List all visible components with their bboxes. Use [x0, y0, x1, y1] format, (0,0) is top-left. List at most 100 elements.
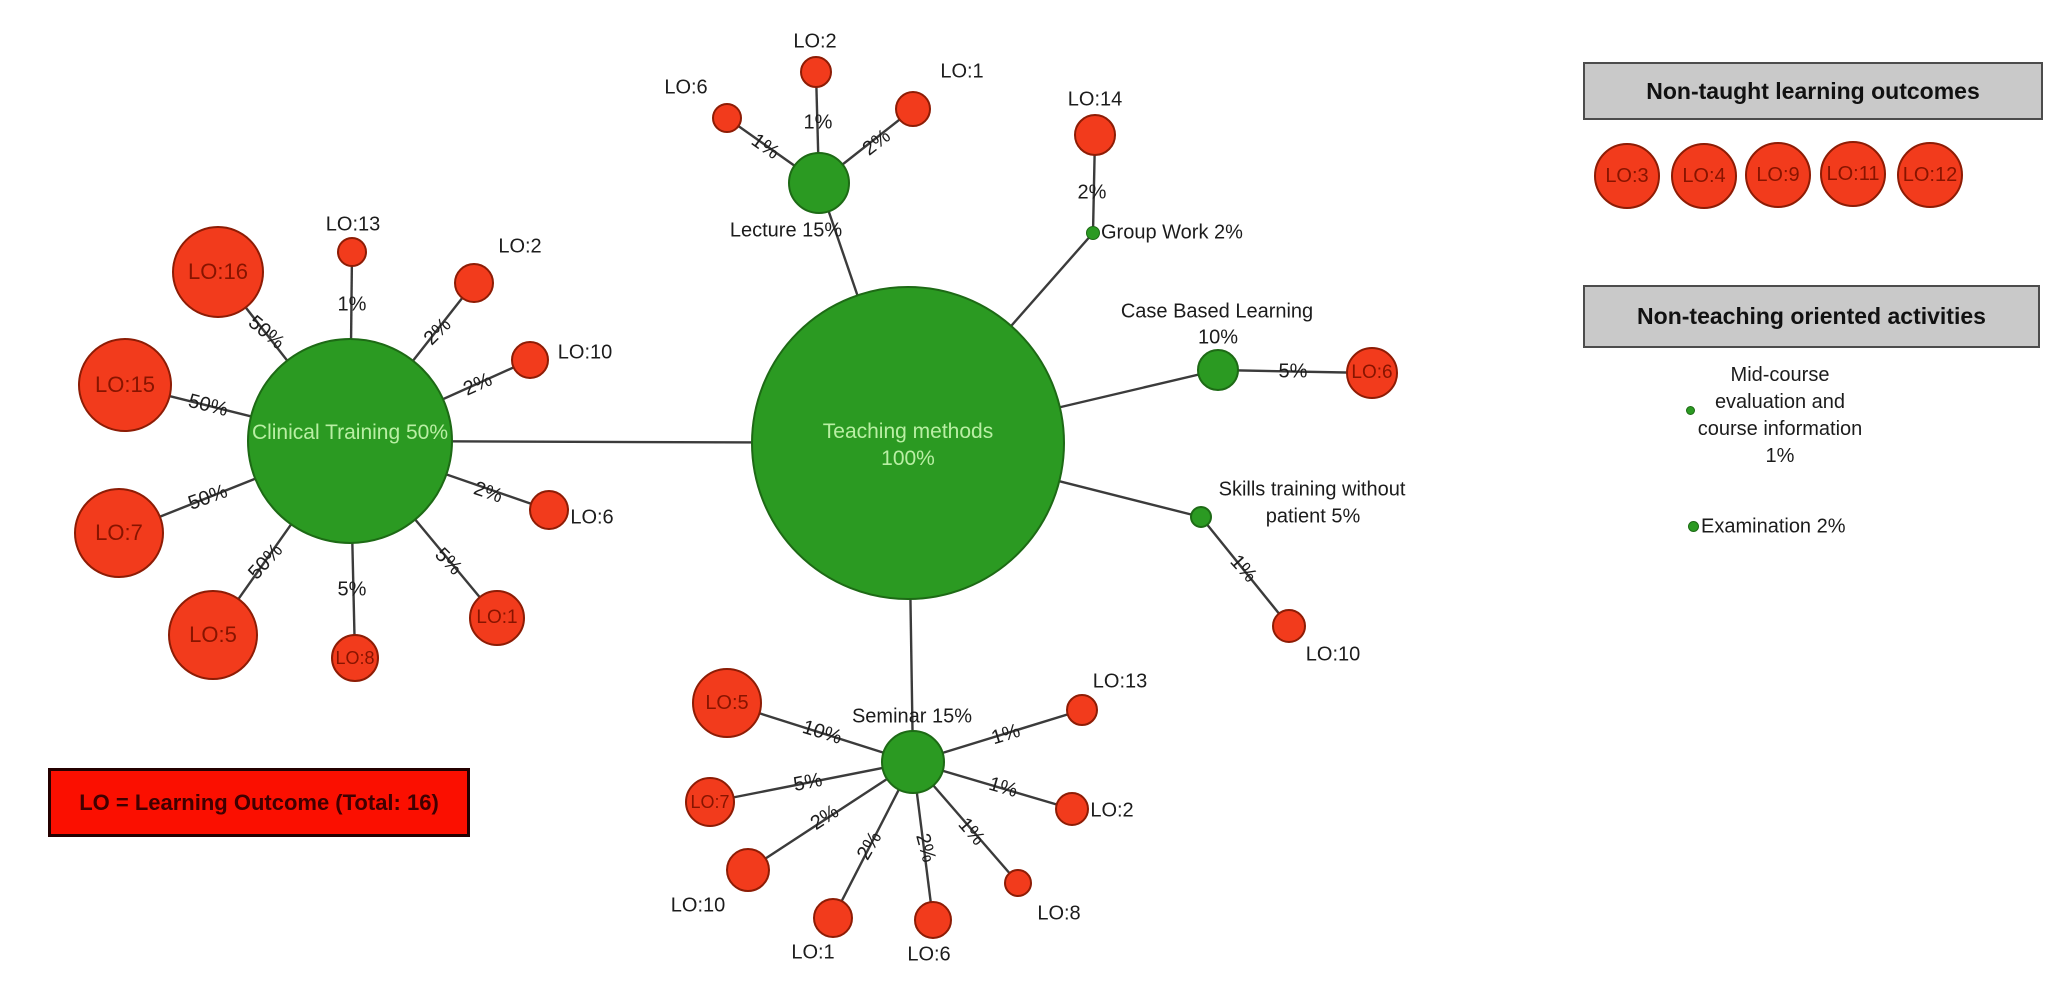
node-clinical-lo1: LO:1 — [469, 590, 525, 646]
node-panel-lo9: LO:9 — [1745, 142, 1811, 208]
node-clinical-lo13 — [337, 237, 367, 267]
midcourse-evaluation-label: Mid-course evaluation and course informa… — [1660, 362, 1900, 470]
node-seminar-lo1 — [813, 898, 853, 938]
seminar-label: Seminar 15% — [851, 705, 973, 728]
skills-label-line1: Skills training without — [1218, 478, 1406, 501]
pct-lecture-lo2: 1% — [803, 111, 833, 134]
case-based-label-line1: Case Based Learning — [1120, 300, 1314, 323]
node-case-based-learning — [1197, 349, 1239, 391]
node-lecture-lo6 — [712, 103, 742, 133]
panel-lo12-label: LO:12 — [1902, 163, 1958, 186]
node-skills-training — [1190, 506, 1212, 528]
node-examination-dot — [1688, 521, 1699, 532]
node-seminar-lo13 — [1066, 694, 1098, 726]
node-seminar-lo6 — [914, 901, 952, 939]
seminar-lo6-name: LO:6 — [907, 943, 951, 966]
legend-box: LO = Learning Outcome (Total: 16) — [48, 768, 470, 837]
node-clinical-lo5: LO:5 — [168, 590, 258, 680]
lecture-lo2-name: LO:2 — [793, 30, 837, 53]
non-teaching-header: Non-teaching oriented activities — [1583, 285, 2040, 348]
node-clinical-lo8: LO:8 — [331, 634, 379, 682]
node-clinical-lo6 — [529, 490, 569, 530]
teaching-methods-line2: 100% — [881, 447, 935, 470]
skills-lo10-name: LO:10 — [1305, 643, 1361, 666]
node-clinical-lo2 — [454, 263, 494, 303]
node-clinical-lo7: LO:7 — [74, 488, 164, 578]
node-midcourse-dot — [1686, 406, 1695, 415]
node-seminar-lo5: LO:5 — [692, 668, 762, 738]
lecture-lo6-name: LO:6 — [664, 76, 708, 99]
midcourse-line1: Mid-course — [1730, 364, 1830, 386]
seminar-lo5-label: LO:5 — [705, 691, 749, 714]
node-panel-lo12: LO:12 — [1897, 142, 1963, 208]
panel-lo11-label: LO:11 — [1826, 162, 1880, 185]
seminar-lo7-label: LO:7 — [690, 791, 730, 812]
clinical-training-label: Clinical Training 50% — [251, 421, 449, 444]
node-groupwork-lo14 — [1074, 114, 1116, 156]
node-panel-lo4: LO:4 — [1671, 143, 1737, 209]
lecture-lo1-name: LO:1 — [940, 60, 984, 83]
examination-label: Examination 2% — [1701, 515, 1846, 538]
seminar-lo1-name: LO:1 — [791, 941, 835, 964]
panel-lo9-label: LO:9 — [1756, 163, 1800, 186]
clinical-lo5-label: LO:5 — [189, 622, 237, 647]
teaching-methods-line1: Teaching methods — [822, 420, 994, 443]
case-based-label-line2: 10% — [1197, 326, 1239, 349]
seminar-lo2-name: LO:2 — [1090, 799, 1134, 822]
node-seminar-lo8 — [1004, 869, 1032, 897]
skills-label-line2: patient 5% — [1265, 505, 1361, 528]
edge-seminar-lo7 — [709, 760, 914, 804]
edge-seminar-lo10 — [747, 760, 914, 872]
clinical-lo1-label: LO:1 — [476, 607, 518, 628]
seminar-lo10-name: LO:10 — [670, 894, 726, 917]
node-group-work — [1086, 226, 1100, 240]
node-seminar — [881, 730, 945, 794]
seminar-lo13-name: LO:13 — [1092, 670, 1148, 693]
node-lecture-lo1 — [895, 91, 931, 127]
clinical-lo10-name: LO:10 — [557, 341, 613, 364]
midcourse-line2: evaluation and — [1714, 391, 1846, 413]
node-clinical-lo16: LO:16 — [172, 226, 264, 318]
non-taught-header: Non-taught learning outcomes — [1583, 62, 2043, 120]
node-casebased-lo6: LO:6 — [1346, 347, 1398, 399]
clinical-lo13-name: LO:13 — [325, 213, 381, 236]
panel-lo3-label: LO:3 — [1605, 164, 1649, 187]
groupwork-lo14-name: LO:14 — [1067, 88, 1123, 111]
node-skills-lo10 — [1272, 609, 1306, 643]
node-teaching-methods — [751, 286, 1065, 600]
pct-casebased-lo6: 5% — [1278, 360, 1308, 383]
clinical-lo16-label: LO:16 — [188, 259, 248, 284]
edge-skills-lo10 — [1200, 516, 1290, 627]
node-seminar-lo10 — [726, 848, 770, 892]
node-lecture-lo2 — [800, 56, 832, 88]
clinical-lo8-label: LO:8 — [335, 647, 375, 668]
node-clinical-lo10 — [511, 341, 549, 379]
node-clinical-lo15: LO:15 — [78, 338, 172, 432]
clinical-lo15-label: LO:15 — [95, 372, 155, 397]
clinical-lo6-name: LO:6 — [570, 506, 614, 529]
clinical-lo7-label: LO:7 — [95, 520, 143, 545]
pct-groupwork-lo14: 2% — [1077, 181, 1107, 204]
group-work-label: Group Work 2% — [1101, 221, 1243, 244]
node-panel-lo11: LO:11 — [1820, 141, 1886, 207]
teaching-methods-caption: Teaching methods 100% — [751, 418, 1065, 472]
node-lecture — [788, 152, 850, 214]
midcourse-line3: course information — [1697, 418, 1863, 440]
node-clinical-training — [247, 338, 453, 544]
node-seminar-lo2 — [1055, 792, 1089, 826]
non-teaching-title: Non-teaching oriented activities — [1637, 303, 1986, 329]
panel-lo4-label: LO:4 — [1682, 164, 1726, 187]
midcourse-line4: 1% — [1765, 445, 1795, 467]
seminar-lo8-name: LO:8 — [1037, 902, 1081, 925]
pct-clinical-lo8: 5% — [337, 578, 367, 601]
casebased-lo6-label: LO:6 — [1351, 362, 1393, 383]
node-panel-lo3: LO:3 — [1594, 143, 1660, 209]
pct-clinical-lo13: 1% — [337, 293, 367, 316]
legend-label: LO = Learning Outcome (Total: 16) — [79, 789, 439, 815]
node-seminar-lo7: LO:7 — [685, 777, 735, 827]
clinical-lo2-name: LO:2 — [498, 235, 542, 258]
non-taught-title: Non-taught learning outcomes — [1646, 77, 1980, 104]
lecture-label: Lecture 15% — [729, 219, 843, 242]
clinical-training-caption: Clinical Training 50% — [247, 419, 453, 446]
